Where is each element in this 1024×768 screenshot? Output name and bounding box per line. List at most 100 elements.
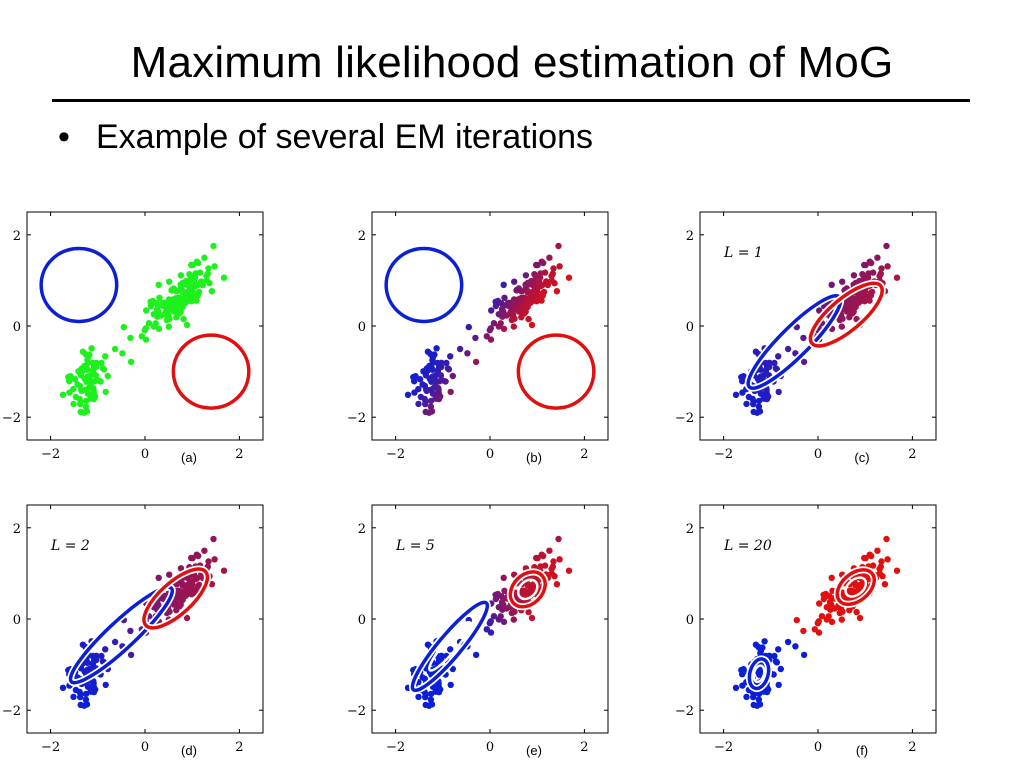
- data-point: [860, 289, 868, 296]
- component-inner-ring: [844, 576, 868, 598]
- data-point: [127, 651, 135, 659]
- data-point: [89, 660, 97, 667]
- data-point: [838, 323, 845, 330]
- y-tick-label: −2: [347, 411, 366, 426]
- data-point: [158, 312, 165, 319]
- data-point: [87, 688, 94, 695]
- data-point: [893, 567, 901, 574]
- data-point: [182, 586, 189, 594]
- panel-d: −2 0 2 2 0 −2 L = 2 (d): [2, 504, 264, 758]
- y-tick-label: 0: [13, 613, 21, 628]
- component-inner-ring: [752, 664, 766, 684]
- data-point: [490, 320, 498, 327]
- data-point: [538, 551, 545, 558]
- data-point: [143, 307, 150, 314]
- data-point: [818, 613, 826, 620]
- data-point: [167, 305, 174, 312]
- data-point: [421, 395, 428, 403]
- data-point: [884, 263, 891, 270]
- data-point: [155, 574, 162, 581]
- data-point: [445, 366, 453, 373]
- data-point: [90, 387, 97, 394]
- y-tick-label: 2: [686, 229, 694, 244]
- data-point: [878, 265, 885, 272]
- data-point: [773, 659, 781, 666]
- data-point: [550, 558, 557, 565]
- data-point: [816, 600, 823, 607]
- data-point: [532, 289, 540, 296]
- data-point: [546, 254, 553, 261]
- data-point: [183, 614, 191, 622]
- data-point: [528, 279, 535, 286]
- data-point: [177, 308, 184, 315]
- x-tick-label: −2: [714, 740, 733, 755]
- data-point: [201, 254, 208, 261]
- data-point: [544, 281, 551, 289]
- data-point: [447, 646, 454, 653]
- data-point: [127, 334, 134, 342]
- data-point: [429, 366, 436, 373]
- y-tick-label: 0: [13, 320, 21, 335]
- data-point: [429, 357, 436, 364]
- data-point: [449, 665, 456, 673]
- data-point: [866, 258, 873, 265]
- slide-title: Maximum likelihood estimation of MoG: [130, 38, 894, 87]
- data-point: [89, 367, 97, 374]
- data-point: [220, 567, 228, 574]
- data-point: [415, 693, 422, 701]
- data-point: [410, 373, 417, 381]
- data-point: [511, 278, 518, 285]
- data-point: [784, 638, 792, 646]
- data-point: [495, 311, 502, 318]
- data-point: [743, 693, 750, 701]
- data-point: [104, 372, 112, 380]
- data-point: [145, 320, 153, 327]
- component-ellipse-blue: [384, 246, 464, 324]
- data-point: [775, 353, 782, 360]
- data-point: [503, 312, 510, 319]
- component-ellipse-red: [835, 568, 877, 607]
- data-point: [775, 681, 782, 689]
- y-tick-label: −2: [675, 704, 694, 719]
- panel-f: −2 0 2 2 0 −2 L = 20 (f): [675, 504, 937, 758]
- data-point: [199, 281, 206, 289]
- data-point: [762, 367, 770, 374]
- data-point: [853, 315, 860, 323]
- data-point: [70, 693, 77, 701]
- data-point: [814, 620, 821, 627]
- data-point: [754, 375, 761, 382]
- data-point: [419, 674, 426, 681]
- data-point: [775, 388, 782, 396]
- data-point: [138, 333, 145, 340]
- data-point: [472, 334, 479, 342]
- data-point: [119, 350, 126, 357]
- data-point: [65, 373, 72, 381]
- data-point: [757, 650, 764, 657]
- data-point: [156, 294, 163, 301]
- data-point: [518, 314, 525, 321]
- data-point: [483, 333, 490, 340]
- data-point: [447, 388, 454, 396]
- x-tick-label: 2: [908, 740, 916, 755]
- data-point: [512, 305, 519, 312]
- panel-label: (a): [181, 450, 197, 465]
- data-point: [490, 613, 498, 620]
- data-point: [59, 391, 67, 398]
- data-point: [553, 288, 561, 295]
- data-point: [464, 350, 471, 357]
- data-point: [501, 587, 508, 594]
- data-point: [415, 385, 422, 393]
- data-point: [465, 323, 472, 331]
- data-point: [127, 627, 134, 635]
- data-point: [159, 299, 167, 307]
- data-point: [76, 688, 83, 696]
- data-point: [443, 359, 450, 367]
- component-ellipse-red: [516, 333, 596, 410]
- data-point: [203, 277, 210, 284]
- data-point: [165, 323, 172, 330]
- panel-b: −2 0 2 2 0 −2 (b): [347, 211, 609, 465]
- component-ellipse-blue: [410, 600, 490, 693]
- y-tick-label: −2: [347, 704, 366, 719]
- bullet-text: Example of several EM iterations: [96, 118, 593, 156]
- data-point: [527, 586, 534, 594]
